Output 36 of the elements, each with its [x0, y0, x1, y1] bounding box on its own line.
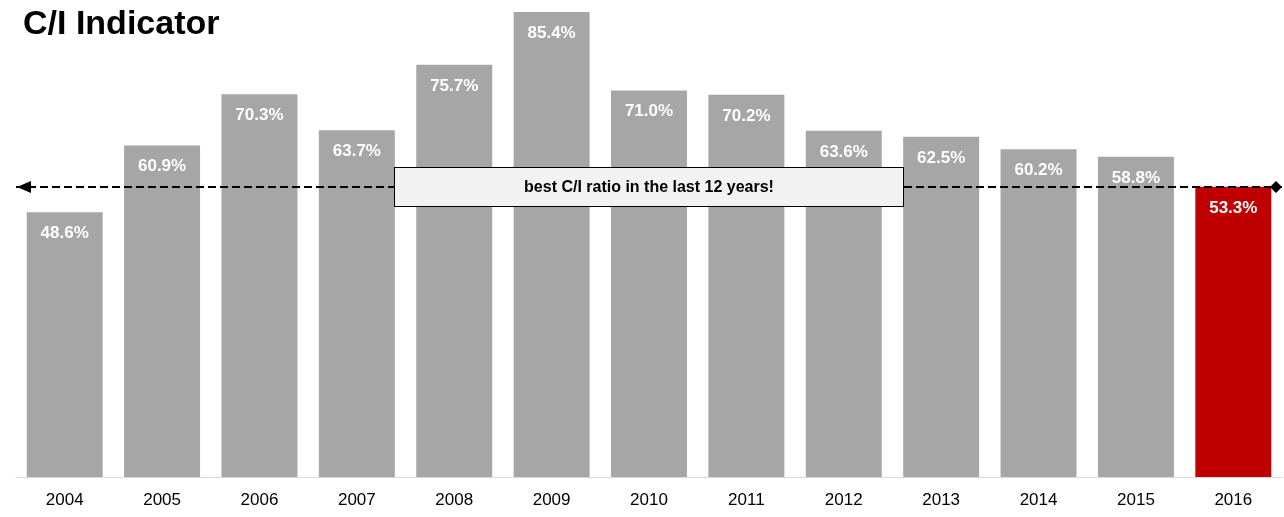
x-tick-label: 2010 — [630, 490, 668, 509]
data-label: 71.0% — [624, 101, 674, 121]
bar — [1195, 186, 1272, 477]
x-tick-label: 2009 — [532, 490, 571, 509]
x-tick-label: 2016 — [1214, 490, 1253, 509]
x-tick-label: 2012 — [824, 490, 863, 509]
x-tick-label: 2011 — [728, 490, 765, 509]
data-label: 85.4% — [527, 23, 576, 42]
bar — [318, 130, 395, 477]
x-tick-label: 2015 — [1117, 490, 1155, 509]
data-label: 63.7% — [332, 141, 381, 161]
bar — [221, 94, 298, 477]
bar — [1097, 156, 1174, 477]
data-label: 60.9% — [137, 156, 187, 176]
data-label: 63.6% — [819, 141, 868, 161]
x-tick-label: 2005 — [143, 490, 181, 509]
x-tick-label: 2013 — [922, 490, 961, 509]
x-tick-label: 2004 — [45, 490, 84, 509]
bar — [124, 145, 201, 477]
x-tick-label: 2006 — [240, 490, 279, 509]
data-label: 70.3% — [235, 105, 284, 125]
x-tick-label: 2014 — [1019, 490, 1058, 509]
callout-box: best C/I ratio in the last 12 years! — [394, 166, 904, 207]
x-tick-label: 2008 — [435, 490, 474, 509]
data-label: 70.2% — [722, 105, 771, 125]
data-label: 75.7% — [430, 75, 479, 95]
bar — [26, 212, 103, 477]
data-label: 48.6% — [40, 223, 89, 243]
bar — [1000, 149, 1077, 477]
bar — [903, 136, 980, 477]
x-tick-label: 2007 — [337, 490, 376, 509]
data-label: 58.8% — [1111, 167, 1161, 187]
data-label: 60.2% — [1014, 160, 1063, 180]
data-label: 62.5% — [917, 147, 966, 167]
chart-title: C/I Indicator — [23, 3, 220, 41]
data-label: 53.3% — [1209, 197, 1258, 217]
